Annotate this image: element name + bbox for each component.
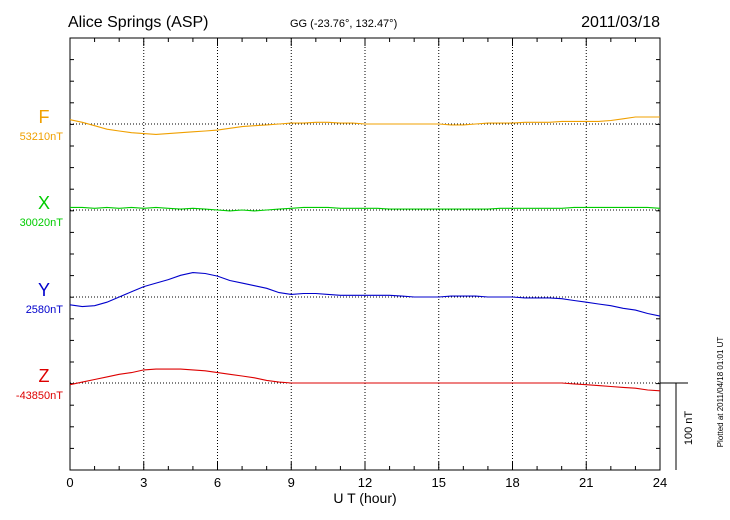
series-line-x xyxy=(70,206,661,212)
chart-date: 2011/03/18 xyxy=(581,14,660,31)
axis-ticks xyxy=(69,38,661,470)
plotted-timestamp: Plotted at 2011/04/18 01:01 UT xyxy=(716,337,725,448)
x-tick-label: 12 xyxy=(358,475,372,490)
series-name-f: F xyxy=(39,107,50,127)
x-tick-label: 24 xyxy=(653,475,667,490)
station-coordinates: GG (-23.76°, 132.47°) xyxy=(290,18,397,30)
scale-bar-label: 100 nT xyxy=(683,411,695,446)
data-series xyxy=(69,116,661,392)
series-name-x: X xyxy=(38,193,50,213)
series-name-y: Y xyxy=(38,280,50,300)
x-tick-label: 6 xyxy=(214,475,221,490)
series-baseline-x: 30020nT xyxy=(20,217,64,229)
series-line-z xyxy=(69,368,661,392)
chart-title: Alice Springs (ASP) xyxy=(68,14,209,31)
series-name-z: Z xyxy=(39,366,50,386)
x-tick-label: 0 xyxy=(66,475,73,490)
series-line-y xyxy=(69,272,661,317)
grid-lines xyxy=(70,38,660,470)
x-axis-label: U T (hour) xyxy=(333,490,396,506)
scale-bar: 100 nT xyxy=(660,382,695,470)
x-tick-label: 21 xyxy=(579,475,593,490)
x-tick-labels: 0 3 6 9 12 15 18 21 24 xyxy=(66,475,667,490)
series-baseline-y: 2580nT xyxy=(26,304,64,316)
x-tick-label: 18 xyxy=(505,475,519,490)
x-tick-label: 15 xyxy=(432,475,446,490)
series-baseline-f: 53210nT xyxy=(20,131,64,143)
x-tick-label: 9 xyxy=(288,475,295,490)
series-baseline-z: -43850nT xyxy=(16,390,63,402)
x-tick-label: 3 xyxy=(140,475,147,490)
series-line-f xyxy=(69,116,660,135)
series-labels: F 53210nT X 30020nT Y 2580nT Z -43850nT xyxy=(16,107,63,402)
